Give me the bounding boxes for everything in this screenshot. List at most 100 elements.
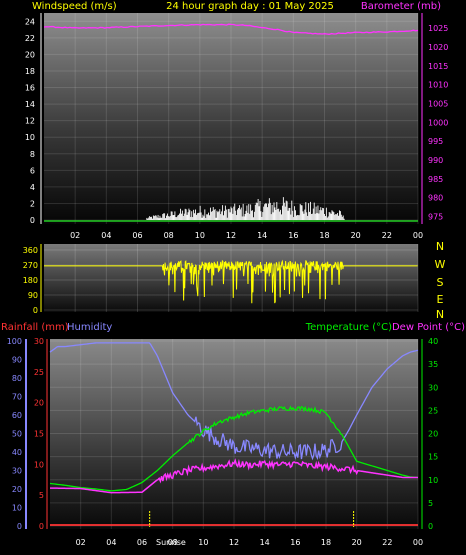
time-tick-label: 14: [260, 538, 270, 547]
temperature-tick-label: 35: [428, 360, 438, 369]
rainfall-tick-label: 10: [34, 460, 44, 469]
time-tick-label: 08: [164, 231, 174, 240]
rainfall-tick-label: 30: [34, 337, 44, 346]
humidity-axis-title: Humidity: [67, 322, 112, 333]
rainfall-tick-label: 15: [34, 430, 44, 439]
time-tick-label: 04: [101, 231, 111, 240]
time-tick-label: 10: [198, 538, 208, 547]
wind-direction-line: [44, 259, 418, 304]
barometer-tick-label: 995: [428, 137, 443, 146]
temperature-axis-title: Temperature (°C): [305, 322, 392, 333]
barometer-tick-label: 1000: [428, 118, 448, 127]
temperature-tick-label: 25: [428, 406, 438, 415]
humidity-tick-label: 100: [7, 337, 22, 346]
temperature-tick-label: 30: [428, 383, 438, 392]
wind-axes: 0246810121416182022249759809859909951000…: [25, 13, 448, 240]
temperature-tick-label: 40: [428, 337, 438, 346]
time-tick-label: 06: [132, 231, 142, 240]
barometer-tick-label: 985: [428, 175, 443, 184]
chart-title: 24 hour graph day : 01 May 2025: [166, 1, 334, 12]
compass-label: N: [436, 308, 444, 321]
compass-labels: N W S E N: [435, 240, 446, 321]
dewpoint-line: [49, 458, 418, 494]
humidity-tick-label: 10: [12, 504, 22, 513]
time-tick-label: 14: [257, 231, 267, 240]
humidity-tick-label: 90: [12, 356, 22, 365]
windspeed-axis-title: Windspeed (m/s): [32, 1, 117, 12]
sunrise-label: Sunrise: [156, 538, 186, 547]
compass-label: E: [437, 293, 444, 306]
temperature-tick-label: 15: [428, 453, 438, 462]
direction-tick-label: 90: [28, 291, 38, 300]
temperature-tick-label: 10: [428, 476, 438, 485]
windspeed-tick-label: 16: [25, 84, 35, 93]
compass-label: W: [435, 258, 446, 271]
time-tick-label: 20: [351, 231, 361, 240]
windspeed-tick-label: 12: [25, 117, 35, 126]
barometer-tick-label: 1020: [428, 43, 448, 52]
rainfall-tick-label: 25: [34, 368, 44, 377]
humidity-tick-label: 20: [12, 485, 22, 494]
time-tick-label: 06: [137, 538, 147, 547]
time-tick-label: 22: [382, 231, 392, 240]
barometer-tick-label: 975: [428, 212, 443, 221]
barometer-tick-label: 1005: [428, 99, 448, 108]
direction-tick-label: 360: [23, 246, 38, 255]
direction-tick-label: 270: [23, 261, 38, 270]
barometer-tick-label: 990: [428, 156, 443, 165]
windspeed-tick-label: 6: [30, 166, 35, 175]
direction-axes: 0 90 180 270 360: [23, 244, 42, 315]
rain-panel-bg: [50, 339, 418, 529]
time-tick-label: 16: [288, 231, 298, 240]
time-tick-label: 04: [106, 538, 116, 547]
windspeed-tick-label: 0: [30, 216, 35, 225]
rainfall-tick-label: 0: [39, 522, 44, 531]
temperature-line: [49, 405, 419, 492]
time-tick-label: 12: [229, 538, 239, 547]
windspeed-tick-label: 4: [30, 183, 35, 192]
rainfall-tick-label: 5: [39, 491, 44, 500]
humidity-tick-label: 60: [12, 411, 22, 420]
time-tick-label: 00: [413, 231, 423, 240]
time-tick-label: 10: [195, 231, 205, 240]
barometer-tick-label: 980: [428, 194, 443, 203]
humidity-tick-label: 40: [12, 448, 22, 457]
time-tick-label: 02: [70, 231, 80, 240]
direction-tick-label: 0: [33, 306, 38, 315]
windspeed-tick-label: 18: [25, 67, 35, 76]
barometer-tick-label: 1025: [428, 24, 448, 33]
time-tick-label: 02: [76, 538, 86, 547]
dewpoint-axis-title: Dew Point (°C): [392, 322, 465, 333]
sun-markers: [149, 511, 355, 527]
compass-label: N: [436, 240, 444, 253]
barometer-tick-label: 1010: [428, 81, 448, 90]
time-tick-label: 20: [352, 538, 362, 547]
humidity-tick-label: 80: [12, 374, 22, 383]
humidity-tick-label: 30: [12, 467, 22, 476]
time-tick-label: 00: [413, 538, 423, 547]
windspeed-tick-label: 22: [25, 34, 35, 43]
temperature-tick-label: 0: [428, 522, 433, 531]
humidity-tick-label: 70: [12, 393, 22, 402]
windspeed-tick-label: 8: [30, 150, 35, 159]
barometer-axis-title: Barometer (mb): [361, 1, 441, 12]
windspeed-tick-label: 10: [25, 133, 35, 142]
temperature-tick-label: 5: [428, 499, 433, 508]
windspeed-tick-label: 20: [25, 50, 35, 59]
grid-lines: [44, 13, 419, 529]
rainfall-axis-title: Rainfall (mm): [1, 322, 69, 333]
time-tick-label: 16: [290, 538, 300, 547]
wind-panel-bg: [44, 13, 418, 224]
direction-panel-bg: [44, 244, 418, 312]
time-tick-label: 18: [321, 538, 331, 547]
rainfall-tick-label: 20: [34, 399, 44, 408]
direction-tick-label: 180: [23, 276, 38, 285]
windspeed-tick-label: 24: [25, 17, 35, 26]
compass-label: S: [437, 276, 444, 289]
time-tick-label: 18: [319, 231, 329, 240]
rain-humidity-axes: 0102030405060708090100051015202530051015…: [7, 337, 438, 547]
humidity-tick-label: 0: [17, 522, 22, 531]
time-tick-label: 22: [382, 538, 392, 547]
windspeed-tick-label: 14: [25, 100, 35, 109]
